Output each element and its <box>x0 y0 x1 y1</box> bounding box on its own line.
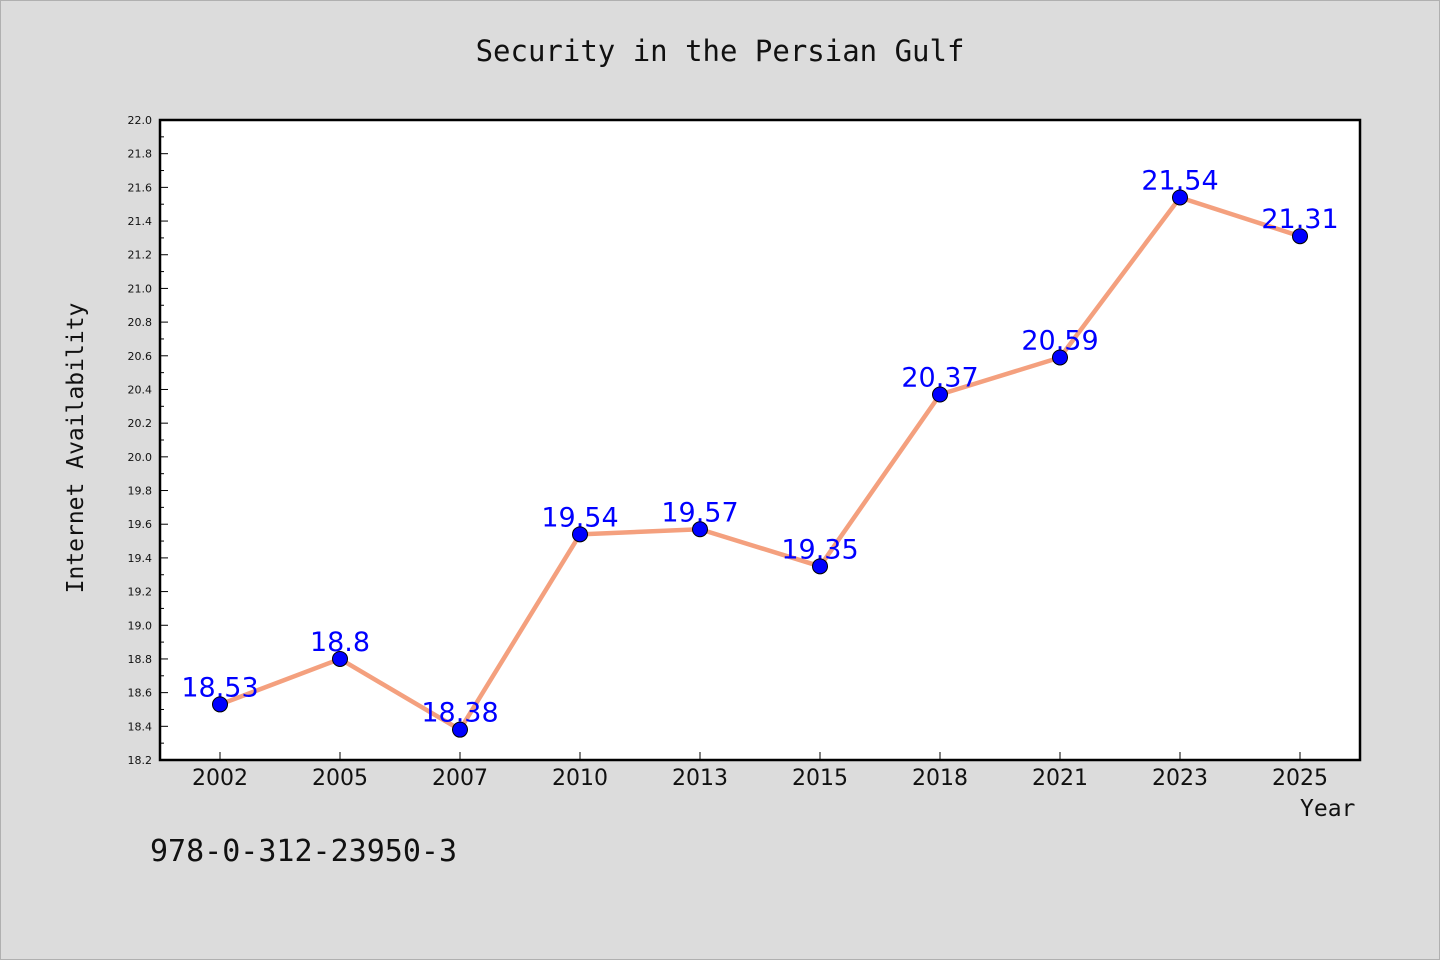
data-label: 18.8 <box>310 627 370 658</box>
data-label: 19.54 <box>541 502 618 533</box>
x-tick-label: 2018 <box>912 766 968 791</box>
data-label: 18.53 <box>181 672 258 703</box>
y-tick-label: 18.8 <box>128 653 153 666</box>
x-tick-label: 2007 <box>432 766 488 791</box>
y-tick-label: 18.6 <box>128 687 153 700</box>
data-label: 20.37 <box>901 363 978 394</box>
data-point <box>692 521 708 538</box>
x-axis-label: Year <box>1300 796 1356 822</box>
data-point <box>1052 349 1068 366</box>
y-tick-label: 19.2 <box>128 586 153 599</box>
y-tick-label: 18.4 <box>128 720 153 733</box>
y-tick-label: 22.0 <box>128 114 153 127</box>
data-label: 18.38 <box>421 698 498 729</box>
y-tick-label: 20.2 <box>128 417 153 430</box>
data-point <box>212 696 228 713</box>
data-label: 19.35 <box>781 534 858 565</box>
data-point <box>812 558 828 575</box>
y-tick-label: 20.4 <box>128 383 153 396</box>
y-tick-label: 21.8 <box>128 148 153 161</box>
data-point <box>1292 228 1308 245</box>
y-tick-label: 21.6 <box>128 181 153 194</box>
data-label: 21.31 <box>1261 204 1338 235</box>
series-line <box>217 195 1303 732</box>
data-point <box>572 526 588 543</box>
data-label: 20.59 <box>1021 325 1098 356</box>
x-tick-label: 2023 <box>1152 766 1208 791</box>
y-tick-label: 21.2 <box>128 249 153 262</box>
x-tick-label: 2013 <box>672 766 728 791</box>
y-tick-label: 20.0 <box>128 451 153 464</box>
y-tick-label: 18.2 <box>128 754 153 767</box>
x-tick-label: 2025 <box>1272 766 1328 791</box>
data-label: 19.57 <box>661 497 738 528</box>
chart-title: Security in the Persian Gulf <box>475 34 965 68</box>
y-tick-label: 20.8 <box>128 316 153 329</box>
x-tick-label: 2005 <box>312 766 368 791</box>
x-tick-label: 2002 <box>192 766 248 791</box>
y-tick-label: 19.8 <box>128 485 153 498</box>
y-tick-label: 21.4 <box>128 215 153 228</box>
data-point <box>1172 189 1188 206</box>
x-tick-label: 2015 <box>792 766 848 791</box>
y-tick-label: 20.6 <box>128 350 153 363</box>
plot-border <box>158 118 1362 762</box>
data-point <box>452 721 468 738</box>
y-tick-label: 19.6 <box>128 518 153 531</box>
x-tick-label: 2010 <box>552 766 608 791</box>
y-tick-label: 21.0 <box>128 282 153 295</box>
x-tick-label: 2021 <box>1032 766 1088 791</box>
isbn-code: 978-0-312-23950-3 <box>150 834 458 869</box>
data-point <box>332 650 348 667</box>
data-point <box>932 386 948 403</box>
y-tick-label: 19.4 <box>128 552 153 565</box>
data-label: 21.54 <box>1141 165 1218 196</box>
y-tick-label: 19.0 <box>128 619 153 632</box>
